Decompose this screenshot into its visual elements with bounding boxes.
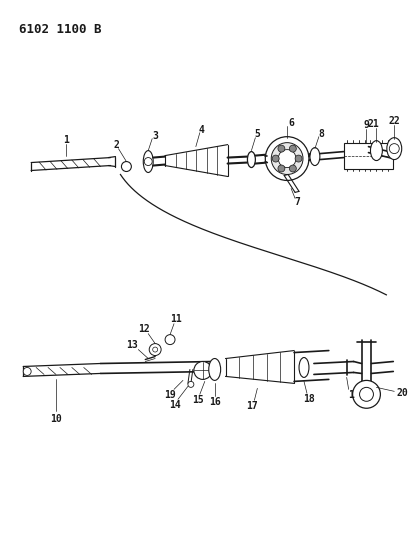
Text: 16: 16 bbox=[209, 397, 221, 407]
Text: 8: 8 bbox=[318, 128, 324, 139]
Ellipse shape bbox=[247, 151, 255, 167]
Text: 6: 6 bbox=[288, 118, 294, 128]
Text: 18: 18 bbox=[303, 394, 315, 405]
Text: 10: 10 bbox=[50, 414, 62, 424]
Circle shape bbox=[289, 145, 296, 152]
Circle shape bbox=[165, 335, 175, 345]
Text: 19: 19 bbox=[164, 390, 176, 400]
Text: 2: 2 bbox=[113, 140, 120, 150]
Text: 13: 13 bbox=[127, 340, 138, 350]
Text: 9: 9 bbox=[364, 120, 369, 130]
Circle shape bbox=[278, 145, 285, 152]
Text: 17: 17 bbox=[247, 401, 258, 411]
Circle shape bbox=[353, 381, 381, 408]
Circle shape bbox=[153, 347, 158, 352]
Circle shape bbox=[194, 361, 212, 379]
Circle shape bbox=[360, 387, 374, 401]
Ellipse shape bbox=[310, 148, 320, 166]
Ellipse shape bbox=[370, 141, 382, 160]
FancyBboxPatch shape bbox=[344, 143, 393, 168]
Circle shape bbox=[389, 144, 399, 154]
Text: 3: 3 bbox=[152, 131, 158, 141]
Circle shape bbox=[121, 161, 132, 172]
Text: 12: 12 bbox=[139, 324, 150, 334]
Circle shape bbox=[265, 136, 309, 181]
Text: 11: 11 bbox=[170, 314, 182, 324]
Text: 15: 15 bbox=[192, 395, 204, 405]
Circle shape bbox=[188, 382, 194, 387]
Text: 4: 4 bbox=[199, 125, 205, 135]
Circle shape bbox=[278, 150, 296, 167]
Text: 20: 20 bbox=[396, 389, 408, 398]
Text: 14: 14 bbox=[169, 400, 181, 410]
Ellipse shape bbox=[387, 138, 402, 159]
Ellipse shape bbox=[299, 358, 309, 377]
Circle shape bbox=[289, 165, 296, 172]
Circle shape bbox=[278, 165, 285, 172]
Text: 5: 5 bbox=[254, 128, 260, 139]
Text: 22: 22 bbox=[388, 116, 400, 126]
Circle shape bbox=[271, 143, 303, 174]
Circle shape bbox=[23, 367, 31, 375]
Text: 1: 1 bbox=[63, 135, 69, 144]
Circle shape bbox=[144, 158, 152, 166]
Text: 21: 21 bbox=[367, 119, 379, 129]
Circle shape bbox=[272, 155, 279, 162]
Text: 7: 7 bbox=[294, 197, 300, 207]
Ellipse shape bbox=[209, 359, 221, 381]
Ellipse shape bbox=[143, 151, 153, 173]
Text: 1: 1 bbox=[348, 390, 353, 400]
Circle shape bbox=[295, 155, 302, 162]
Text: 6102 1100 B: 6102 1100 B bbox=[19, 23, 102, 36]
Circle shape bbox=[149, 344, 161, 356]
